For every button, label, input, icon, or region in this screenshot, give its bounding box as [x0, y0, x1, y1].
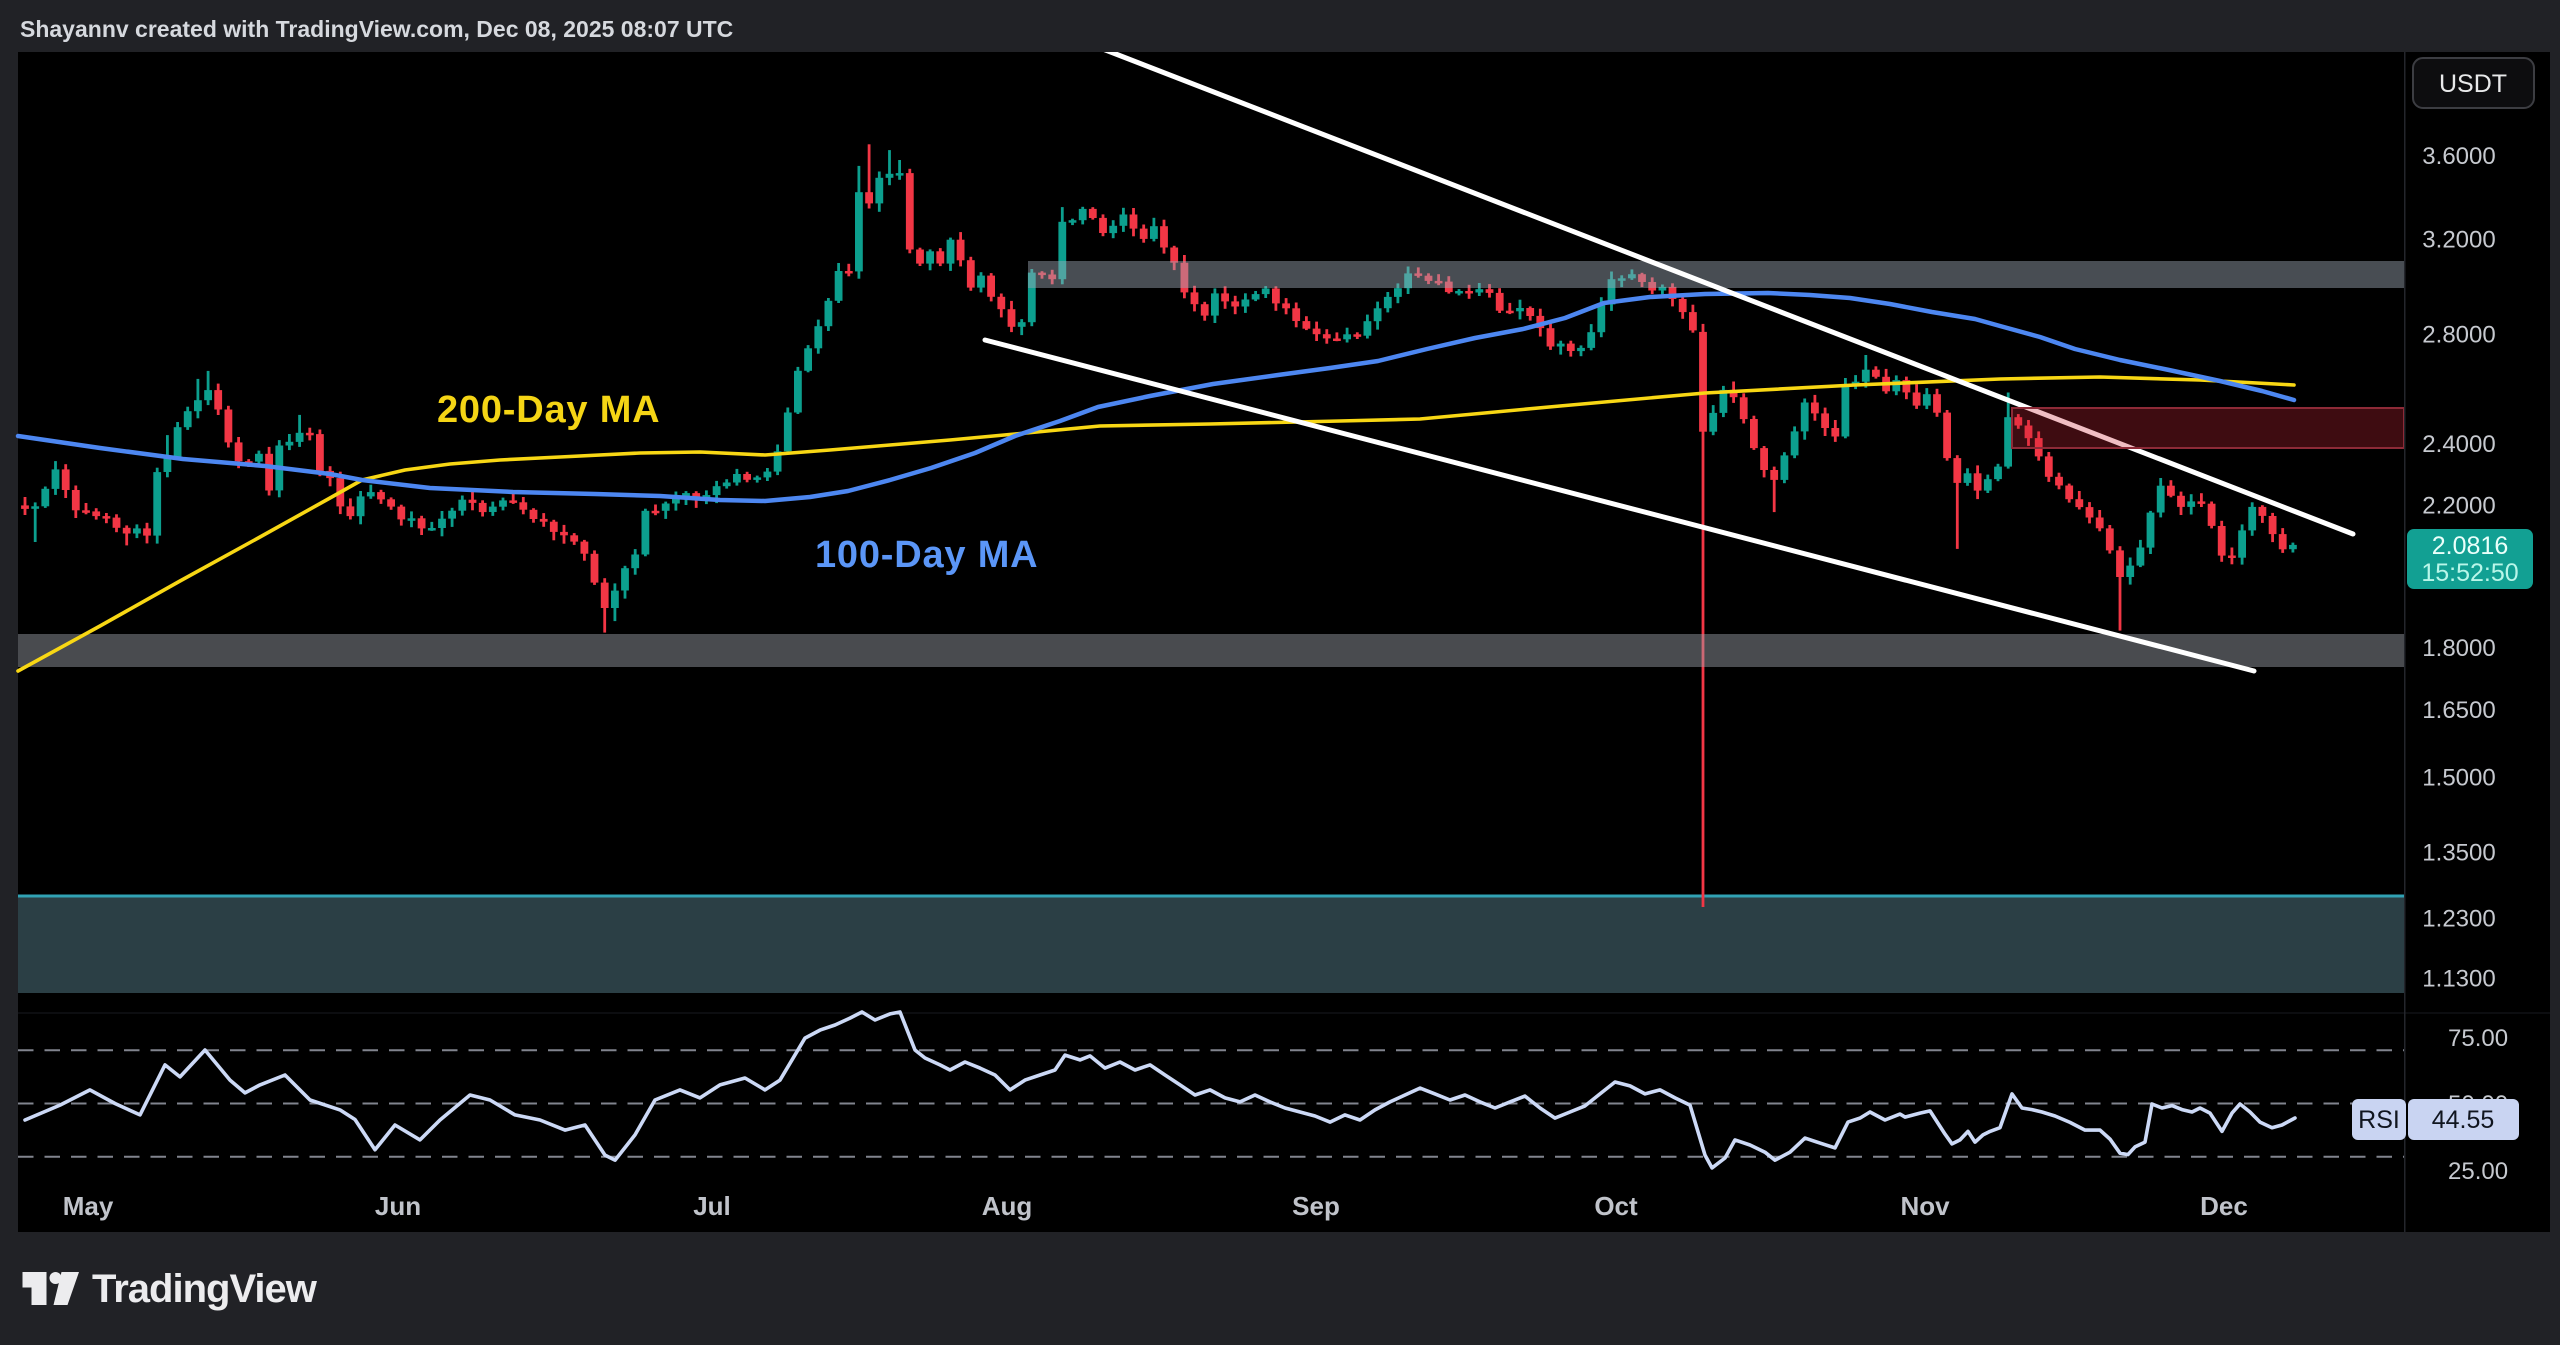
svg-text:100-Day MA: 100-Day MA [815, 534, 1038, 576]
svg-text:Oct: Oct [1594, 1191, 1638, 1221]
svg-text:Jul: Jul [693, 1191, 731, 1221]
svg-text:Aug: Aug [982, 1191, 1033, 1221]
svg-text:Shayannv created with TradingV: Shayannv created with TradingView.com, D… [20, 16, 733, 42]
svg-text:2.0816: 2.0816 [2432, 532, 2508, 560]
svg-text:May: May [63, 1191, 114, 1221]
svg-text:44.55: 44.55 [2432, 1106, 2495, 1134]
svg-text:USDT: USDT [2439, 70, 2507, 98]
svg-text:1.8000: 1.8000 [2422, 635, 2495, 662]
svg-text:2.4000: 2.4000 [2422, 431, 2495, 458]
svg-text:1.6500: 1.6500 [2422, 697, 2495, 724]
svg-text:1.1300: 1.1300 [2422, 966, 2495, 993]
svg-text:1.5000: 1.5000 [2422, 765, 2495, 792]
svg-text:Jun: Jun [375, 1191, 421, 1221]
svg-text:2.2000: 2.2000 [2422, 493, 2495, 520]
svg-text:3.2000: 3.2000 [2422, 227, 2495, 254]
svg-text:25.00: 25.00 [2448, 1158, 2508, 1185]
svg-text:2.8000: 2.8000 [2422, 321, 2495, 348]
svg-text:Dec: Dec [2200, 1191, 2248, 1221]
svg-text:200-Day MA: 200-Day MA [437, 389, 660, 431]
svg-text:75.00: 75.00 [2448, 1025, 2508, 1052]
svg-text:1.2300: 1.2300 [2422, 906, 2495, 933]
svg-text:TradingView: TradingView [92, 1267, 318, 1311]
svg-text:15:52:50: 15:52:50 [2421, 559, 2518, 587]
svg-text:1.3500: 1.3500 [2422, 839, 2495, 866]
svg-text:Nov: Nov [1900, 1191, 1950, 1221]
svg-text:3.6000: 3.6000 [2422, 143, 2495, 170]
svg-text:Sep: Sep [1292, 1191, 1340, 1221]
svg-text:RSI: RSI [2358, 1106, 2400, 1134]
